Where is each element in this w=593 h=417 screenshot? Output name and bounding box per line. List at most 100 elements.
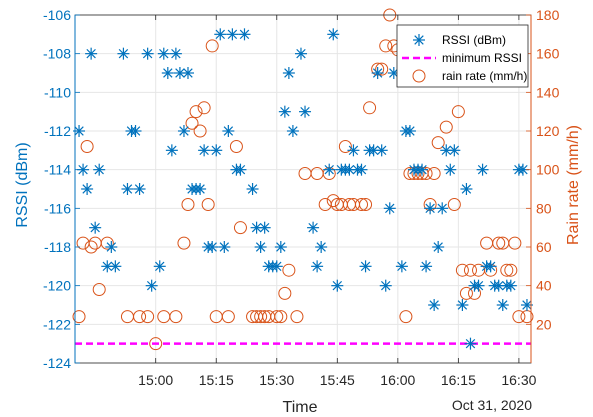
rssi-point	[222, 125, 235, 137]
rain-point	[451, 105, 465, 119]
right-axis-ticks: 20 40 60 80 100 120 140 160 180	[526, 7, 560, 363]
rssi-point	[436, 202, 449, 215]
rssi-point	[121, 183, 134, 195]
rain-point	[229, 139, 243, 153]
rssi-point	[254, 241, 267, 253]
rain-point	[84, 240, 98, 254]
rssi-point	[198, 144, 211, 157]
rain-point	[233, 221, 247, 235]
right-tick-label: 80	[536, 200, 552, 216]
rain-point	[169, 310, 183, 324]
rssi-point	[347, 144, 360, 157]
rain-point	[193, 124, 207, 138]
rssi-point	[238, 28, 251, 41]
x-tick-label: 15:00	[138, 372, 173, 388]
left-tick-label: -110	[44, 84, 71, 100]
rssi-point	[226, 28, 239, 41]
rssi-point	[379, 279, 392, 292]
rssi-point	[456, 299, 469, 311]
rssi-point	[173, 67, 186, 79]
rain-point	[363, 101, 377, 115]
right-tick-label: 100	[536, 162, 560, 178]
rssi-point	[416, 163, 429, 176]
date-label: Oct 31, 2020	[452, 397, 532, 413]
rssi-point	[117, 47, 130, 60]
rssi-point	[218, 241, 231, 253]
x-axis-ticks: 15:00 15:15 15:30 15:45 16:00 16:15 16:30	[138, 15, 537, 388]
rssi-point	[504, 279, 517, 292]
rain-point	[431, 136, 445, 150]
rain-point	[274, 310, 288, 324]
rain-point	[149, 337, 163, 351]
rssi-point	[476, 163, 489, 176]
rssi-point	[153, 260, 166, 273]
rain-point	[326, 194, 340, 208]
rssi-point	[420, 260, 433, 273]
left-axis-ticks: -106 -108 -110 -112 -114 -116 -118 -120 -122 -124	[43, 7, 80, 371]
rssi-point	[444, 163, 457, 176]
rssi-point	[403, 125, 416, 137]
left-tick-label: -114	[44, 162, 71, 178]
rain-point	[455, 263, 469, 277]
rssi-point	[472, 279, 485, 292]
left-tick-label: -106	[43, 7, 71, 23]
x-tick-label: 16:00	[380, 372, 415, 388]
rain-point	[500, 263, 514, 277]
rssi-point	[89, 221, 102, 234]
rssi-point	[299, 105, 312, 118]
rssi-point	[177, 125, 190, 137]
rain-point	[197, 101, 211, 115]
rssi-point	[323, 163, 336, 176]
rain-point	[359, 197, 373, 211]
rssi-point	[355, 163, 368, 176]
rain-point	[72, 310, 86, 324]
rssi-point	[165, 144, 178, 157]
rssi-point	[496, 299, 509, 311]
y-axis-left-label: RSSI (dBm)	[14, 142, 31, 227]
left-tick-label: -108	[43, 46, 71, 62]
rssi-point	[286, 125, 299, 137]
y-axis-right-label: Rain rate (mm/h)	[565, 125, 582, 245]
rain-point	[492, 236, 506, 250]
rain-point	[419, 167, 433, 181]
rssi-point	[133, 183, 146, 195]
rain-point	[254, 310, 268, 324]
rssi-point	[278, 105, 291, 118]
right-tick-label: 160	[536, 46, 560, 62]
rain-point	[282, 263, 296, 277]
x-tick-label: 15:15	[199, 372, 234, 388]
rssi-point	[307, 221, 320, 234]
legend-min-rssi-label: minimum RSSI	[442, 51, 522, 65]
rssi-point	[270, 260, 283, 273]
legend-rssi-marker	[413, 34, 425, 46]
rssi-point	[246, 183, 259, 195]
rssi-point	[214, 28, 227, 41]
rssi-point	[371, 67, 384, 79]
rssi-point	[77, 163, 90, 176]
rssi-point	[464, 337, 477, 350]
rssi-point	[492, 279, 505, 292]
x-tick-label: 15:30	[259, 372, 294, 388]
legend: RSSI (dBm) minimum RSSI rain rate (mm/h)	[396, 24, 529, 88]
rssi-point	[460, 183, 473, 195]
rssi-point	[145, 279, 158, 292]
left-tick-label: -122	[43, 316, 71, 332]
rssi-point	[383, 202, 396, 215]
rssi-point	[129, 125, 142, 137]
rssi-point	[375, 144, 388, 157]
rain-point	[427, 167, 441, 181]
right-tick-label: 180	[536, 7, 560, 23]
rssi-point	[169, 47, 182, 60]
rssi-point	[194, 183, 207, 195]
rssi-point	[105, 241, 118, 253]
rain-point	[100, 236, 114, 250]
right-tick-label: 20	[536, 316, 552, 332]
right-tick-label: 140	[536, 84, 560, 100]
left-tick-label: -118	[44, 239, 71, 255]
rssi-point	[81, 183, 94, 195]
rssi-point	[258, 221, 271, 234]
rssi-point	[315, 241, 328, 253]
left-tick-label: -124	[43, 355, 71, 371]
rain-point	[290, 310, 304, 324]
rain-point	[205, 39, 219, 53]
